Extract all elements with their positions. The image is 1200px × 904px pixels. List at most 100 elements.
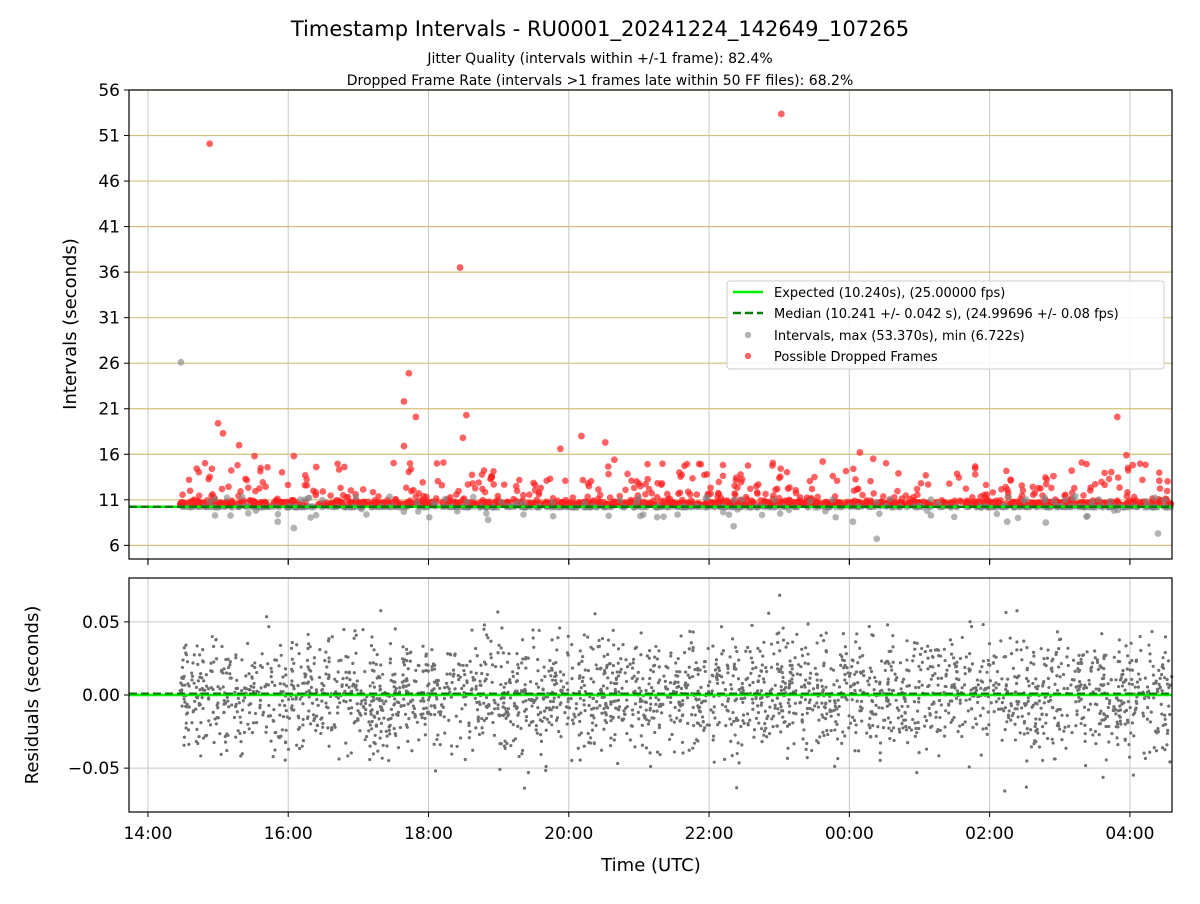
residual-point (851, 698, 854, 701)
residual-point (1010, 704, 1013, 707)
residual-point (324, 650, 327, 653)
dropped-point (455, 488, 462, 495)
residual-point (475, 685, 478, 688)
residual-point (906, 741, 909, 744)
residual-point (879, 690, 882, 693)
residual-point (1012, 712, 1015, 715)
residual-point (1129, 706, 1132, 709)
residual-point (214, 638, 217, 641)
residual-point (181, 658, 184, 661)
residual-point (696, 690, 699, 693)
residual-point (188, 705, 191, 708)
residual-point (550, 723, 553, 726)
residual-point (792, 712, 795, 715)
residual-point (1009, 719, 1012, 722)
residual-point (1101, 776, 1104, 779)
dropped-point (694, 491, 701, 498)
residual-point (751, 701, 754, 704)
interval-point (1161, 497, 1168, 504)
residual-point (355, 634, 358, 637)
residual-point (1058, 728, 1061, 731)
residual-point (681, 713, 684, 716)
residual-point (910, 728, 913, 731)
residual-point (384, 700, 387, 703)
residual-point (1128, 756, 1131, 759)
residual-point (916, 709, 919, 712)
residual-point (964, 720, 967, 723)
residual-point (226, 696, 229, 699)
residual-point (595, 663, 598, 666)
residual-point (350, 706, 353, 709)
residual-point (806, 712, 809, 715)
residual-point (993, 710, 996, 713)
residual-point (469, 660, 472, 663)
residual-point (1064, 747, 1067, 750)
residual-point (537, 713, 540, 716)
residual-point (1156, 727, 1159, 730)
interval-point (253, 507, 260, 514)
residual-point (554, 661, 557, 664)
residual-point (1161, 689, 1164, 692)
residual-point (919, 668, 922, 671)
residual-point (393, 673, 396, 676)
residual-point (652, 717, 655, 720)
dropped-point (774, 485, 781, 492)
residual-point (744, 650, 747, 653)
dropped-point (851, 487, 858, 494)
residual-point (764, 710, 767, 713)
residual-point (443, 715, 446, 718)
residual-point (893, 739, 896, 742)
bottom-xtick-label: 16:00 (264, 824, 313, 844)
residual-point (758, 674, 761, 677)
residual-point (1154, 730, 1157, 733)
residual-point (721, 703, 724, 706)
residual-point (292, 662, 295, 665)
residual-point (1041, 725, 1044, 728)
residual-point (1131, 683, 1134, 686)
residual-point (307, 680, 310, 683)
residual-point (653, 731, 656, 734)
residual-point (463, 673, 466, 676)
residual-point (397, 746, 400, 749)
residual-point (825, 712, 828, 715)
residual-point (554, 671, 557, 674)
residual-point (858, 647, 861, 650)
residual-point (582, 676, 585, 679)
residual-point (731, 637, 734, 640)
residual-point (734, 646, 737, 649)
dropped-point (252, 488, 259, 495)
residual-point (736, 719, 739, 722)
residual-point (718, 669, 721, 672)
residual-point (491, 711, 494, 714)
interval-point (470, 494, 477, 501)
dropped-point-outlier (895, 470, 902, 477)
dropped-point (501, 481, 508, 488)
residual-point (389, 661, 392, 664)
residual-point (421, 670, 424, 673)
residual-point (1036, 731, 1039, 734)
interval-point (431, 500, 438, 507)
residual-point (1149, 660, 1152, 663)
residual-point (392, 680, 395, 683)
residual-point (856, 681, 859, 684)
residual-point (1162, 724, 1165, 727)
residual-point (609, 681, 612, 684)
residual-point (1115, 736, 1118, 739)
residual-point (393, 727, 396, 730)
residual-point (580, 686, 583, 689)
residual-point (400, 704, 403, 707)
residual-point (399, 726, 402, 729)
interval-point (426, 514, 433, 521)
residual-point (647, 722, 650, 725)
residual-point (952, 656, 955, 659)
residual-point (746, 646, 749, 649)
residual-point (669, 696, 672, 699)
residual-point (272, 755, 275, 758)
dropped-point (843, 468, 850, 475)
residual-point (362, 705, 365, 708)
residual-point (390, 708, 393, 711)
residual-point (1157, 669, 1160, 672)
residual-point (243, 731, 246, 734)
residual-point (559, 670, 562, 673)
residual-point (670, 733, 673, 736)
